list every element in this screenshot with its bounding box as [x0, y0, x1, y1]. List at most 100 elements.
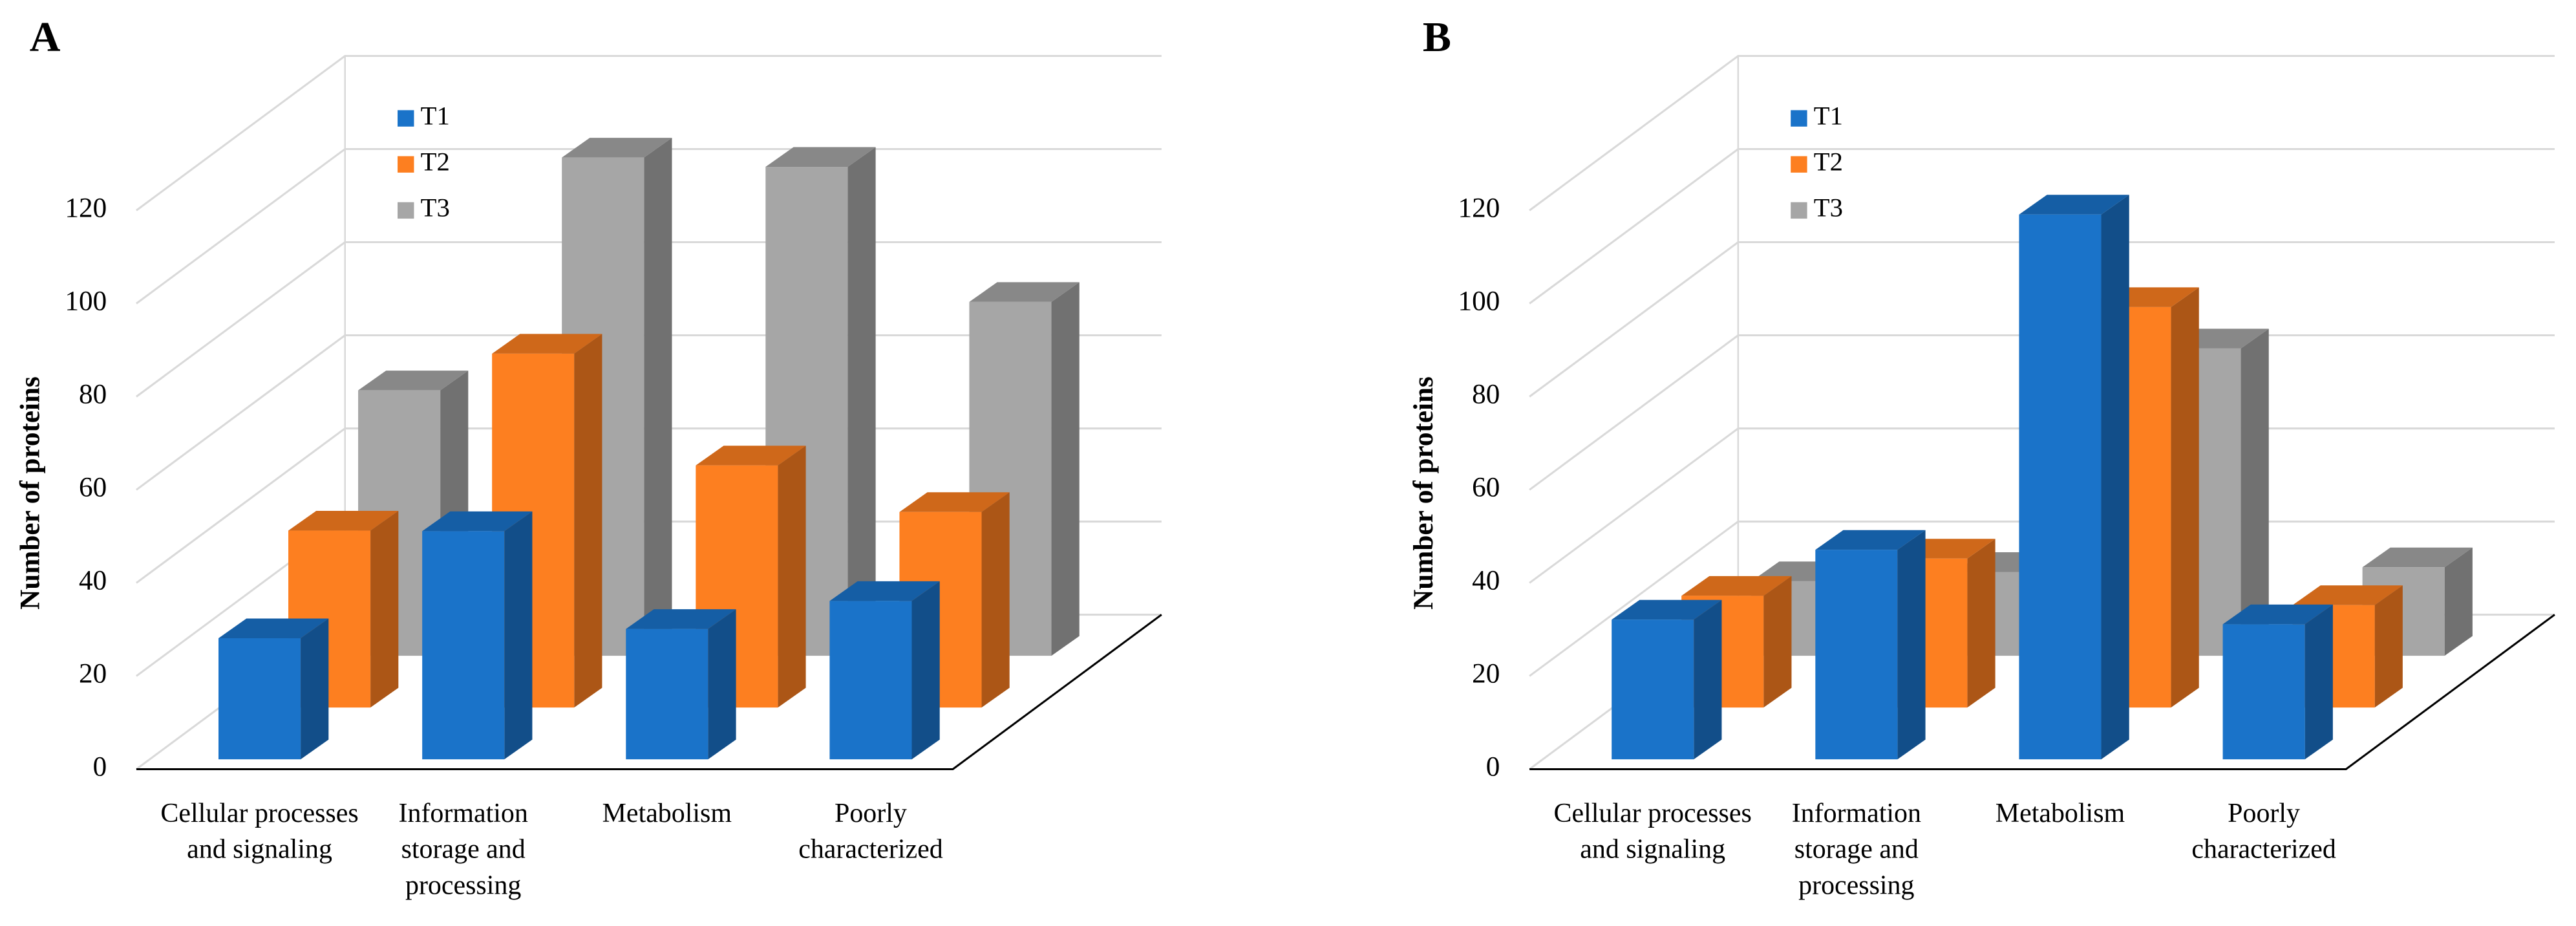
- bar-side: [370, 511, 399, 708]
- y-tick-label: 120: [65, 193, 107, 223]
- bar-top: [2222, 604, 2333, 625]
- bar: [218, 638, 301, 760]
- bar-side: [301, 618, 329, 760]
- panel: B 0 20 40 60 80 100 120 Number of proteins Cellul…: [1409, 14, 2555, 901]
- bar-top: [218, 618, 329, 639]
- bar-side: [2241, 328, 2269, 656]
- legend-label: T2: [421, 147, 450, 177]
- x-tick-label-box: Metabolism: [1996, 797, 2125, 828]
- bar-top: [288, 511, 399, 531]
- y-axis-label: Number of proteins: [16, 376, 46, 610]
- legend-swatch: [398, 202, 414, 219]
- bar-side: [504, 511, 533, 760]
- bar-side: [1694, 599, 1722, 760]
- bar-side: [2374, 585, 2403, 708]
- x-tick-label: Cellular processes and signaling: [160, 797, 359, 865]
- x-tick-label: Cellular processes and signaling: [1553, 797, 1752, 865]
- x-tick-label-box: Poorly characterized: [798, 797, 943, 865]
- bar-side: [644, 138, 672, 656]
- y-tick-label: 40: [79, 565, 107, 596]
- bar-side: [1967, 539, 1996, 708]
- bar-top: [696, 446, 806, 466]
- y-tick-label: 80: [1472, 379, 1500, 409]
- bar: [2019, 214, 2102, 760]
- panel-label: A: [30, 14, 61, 61]
- bar-top: [562, 138, 672, 158]
- bar: [2222, 624, 2305, 760]
- y-tick-label: 40: [1472, 565, 1500, 596]
- floor-edge: [136, 614, 1162, 770]
- bar-top: [2362, 547, 2473, 568]
- y-tick-label: 60: [1472, 472, 1500, 502]
- y-tick-label: 80: [79, 379, 107, 409]
- grid-line: [1529, 334, 2555, 491]
- legend-label: T3: [1814, 193, 1843, 222]
- x-tick-label-box: Information storage and processing: [398, 797, 528, 901]
- bar-top: [422, 511, 533, 532]
- bar-side: [708, 609, 736, 760]
- x-tick-label: Poorly characterized: [2191, 797, 2336, 865]
- y-axis-label: Number of proteins: [1409, 376, 1439, 610]
- x-tick-label-box: Metabolism: [602, 797, 732, 828]
- bar-top: [358, 371, 469, 391]
- legend-swatch: [1791, 202, 1807, 219]
- bar: [626, 629, 708, 760]
- bar-top: [765, 147, 876, 167]
- bar-top: [1681, 576, 1792, 596]
- bar: [422, 531, 505, 760]
- bar-top: [492, 334, 602, 354]
- y-tick-label: 0: [93, 751, 107, 782]
- legend-label: T3: [421, 193, 450, 222]
- bar-top: [1612, 599, 1722, 620]
- bar-side: [981, 492, 1010, 708]
- y-tick-label: 100: [65, 286, 107, 316]
- x-tick-label: Poorly characterized: [798, 797, 943, 865]
- bar-side: [2444, 547, 2473, 656]
- bar-side: [2305, 604, 2333, 760]
- y-tick-label: 100: [1458, 286, 1500, 316]
- grid-line: [136, 334, 1162, 491]
- bar-top: [626, 609, 736, 629]
- bar-top: [2019, 195, 2129, 215]
- grid-line: [136, 147, 1162, 305]
- legend-label: T1: [421, 101, 450, 130]
- bar-side: [847, 147, 876, 656]
- panel-label: B: [1423, 14, 1451, 61]
- bar-side: [1897, 530, 1926, 760]
- grid-line: [1529, 427, 2555, 584]
- bar: [829, 601, 912, 760]
- bar-side: [2101, 195, 2129, 760]
- x-tick-label: Information storage and processing: [1791, 797, 1921, 901]
- grid-line: [136, 241, 1162, 398]
- bar-side: [778, 446, 806, 708]
- floor-edge: [1529, 614, 2555, 770]
- y-tick-label: 120: [1458, 193, 1500, 223]
- y-tick-label: 20: [79, 658, 107, 689]
- legend-swatch: [398, 110, 414, 127]
- bar-side: [2171, 287, 2199, 708]
- bar-side: [1763, 576, 1792, 708]
- grid-line: [136, 427, 1162, 584]
- bar-top: [1815, 530, 1926, 550]
- x-tick-label: Information storage and processing: [398, 797, 528, 901]
- bar: [1815, 550, 1898, 760]
- legend-swatch: [398, 156, 414, 173]
- bar-side: [1051, 282, 1080, 656]
- legend-swatch: [1791, 156, 1807, 173]
- x-tick-label-box: Cellular processes and signaling: [1553, 797, 1752, 865]
- bar-side: [574, 334, 602, 708]
- x-tick-label-box: Cellular processes and signaling: [160, 797, 359, 865]
- bar-top: [969, 282, 1080, 302]
- y-tick-label: 20: [1472, 658, 1500, 689]
- legend-label: T1: [1814, 101, 1843, 130]
- x-tick-label-box: Information storage and processing: [1791, 797, 1921, 901]
- grid-line: [1529, 147, 2555, 305]
- grid-line: [1529, 54, 2555, 211]
- grid-line: [1529, 521, 2555, 677]
- bar-side: [911, 581, 940, 760]
- grid-line: [136, 54, 1162, 211]
- y-tick-label: 0: [1486, 751, 1500, 782]
- grid-line: [1529, 241, 2555, 398]
